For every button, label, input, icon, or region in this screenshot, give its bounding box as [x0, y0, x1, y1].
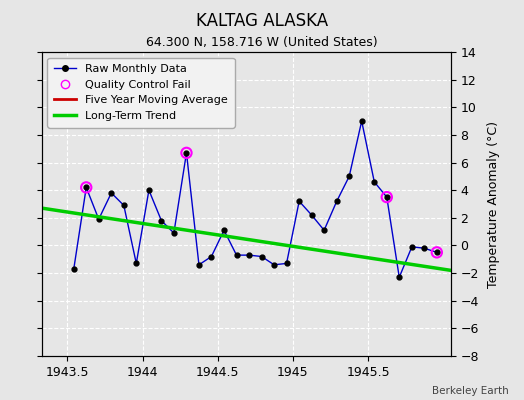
Point	[182, 150, 191, 156]
Text: Berkeley Earth: Berkeley Earth	[432, 386, 508, 396]
Text: KALTAG ALASKA: KALTAG ALASKA	[196, 12, 328, 30]
Point	[383, 194, 391, 200]
Text: 64.300 N, 158.716 W (United States): 64.300 N, 158.716 W (United States)	[146, 36, 378, 49]
Point	[433, 249, 441, 256]
Legend: Raw Monthly Data, Quality Control Fail, Five Year Moving Average, Long-Term Tren: Raw Monthly Data, Quality Control Fail, …	[48, 58, 235, 128]
Point	[82, 184, 91, 191]
Y-axis label: Temperature Anomaly (°C): Temperature Anomaly (°C)	[487, 120, 500, 288]
